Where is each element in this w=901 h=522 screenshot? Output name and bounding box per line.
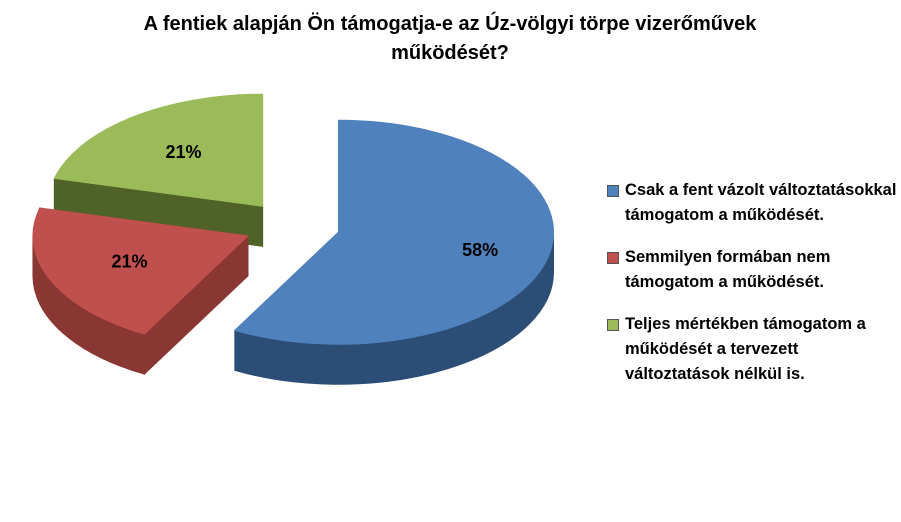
data-label: 21% (165, 142, 201, 162)
legend-swatch (607, 319, 619, 331)
pie-slice (32, 207, 250, 335)
pie-slice (233, 119, 554, 345)
legend-label: Teljes mértékben támogatom a működését a… (625, 315, 866, 383)
legend: Csak a fent vázolt változtatásokkal támo… (607, 178, 897, 404)
legend-item: Teljes mértékben támogatom a működését a… (607, 312, 897, 387)
legend-label: Semmilyen formában nem támogatom a működ… (625, 248, 831, 291)
legend-label: Csak a fent vázolt változtatásokkal támo… (625, 181, 897, 224)
chart-title: A fentiek alapján Ön támogatja-e az Úz-v… (143, 13, 757, 64)
data-label: 21% (112, 251, 148, 271)
data-label: 58% (462, 240, 498, 260)
chart: 58% 21% 21% (32, 93, 554, 385)
legend-swatch (607, 252, 619, 264)
pie-slice (53, 93, 264, 207)
legend-swatch (607, 185, 619, 197)
legend-item: Csak a fent vázolt változtatásokkal támo… (607, 178, 897, 228)
legend-item: Semmilyen formában nem támogatom a működ… (607, 245, 897, 295)
